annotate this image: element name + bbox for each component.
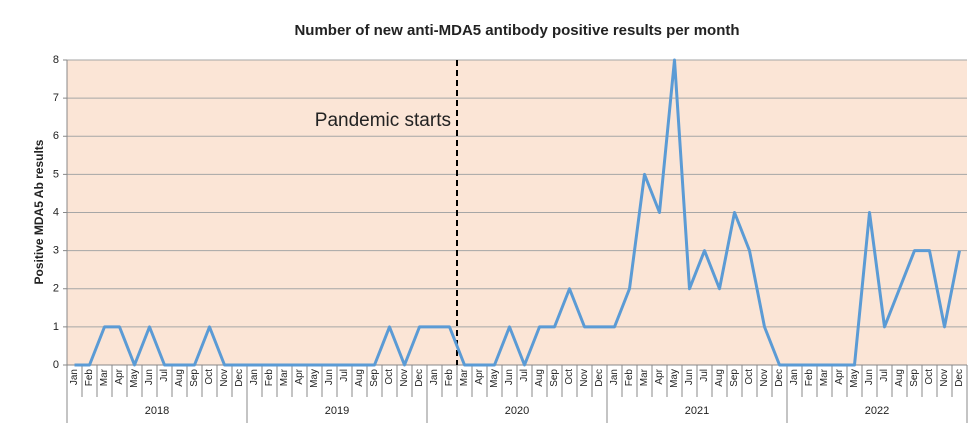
x-tick-label: Jul — [519, 369, 530, 382]
y-tick-label: 4 — [53, 206, 59, 218]
x-tick-label: Dec — [594, 369, 605, 387]
x-tick-label: Oct — [204, 369, 215, 385]
x-tick-label: Jun — [504, 369, 515, 385]
x-tick-label: Oct — [924, 369, 935, 385]
y-tick-label: 1 — [53, 321, 59, 333]
x-tick-label: Apr — [834, 368, 845, 384]
x-tick-label: Feb — [624, 369, 635, 387]
x-tick-label: Dec — [774, 369, 785, 387]
x-tick-label: Dec — [414, 369, 425, 387]
x-tick-label: Nov — [399, 369, 410, 387]
x-tick-label: Oct — [564, 369, 575, 385]
x-tick-label: Feb — [84, 369, 95, 387]
x-tick-label: May — [669, 369, 680, 388]
x-tick-label: Dec — [234, 369, 245, 387]
x-tick-label: Mar — [819, 368, 830, 386]
x-tick-label: Sep — [549, 369, 560, 387]
y-tick-label: 6 — [53, 130, 59, 142]
annotation: Pandemic starts — [315, 110, 451, 131]
x-tick-label: May — [489, 369, 500, 388]
y-tick-label: 5 — [53, 168, 59, 180]
year-label: 2018 — [145, 405, 169, 417]
y-tick-label: 7 — [53, 92, 59, 104]
x-tick-label: Mar — [639, 368, 650, 386]
x-tick-label: Aug — [174, 369, 185, 387]
year-label: 2021 — [685, 405, 709, 417]
x-tick-label: Mar — [279, 368, 290, 386]
chart-title: Number of new anti-MDA5 antibody positiv… — [294, 22, 739, 39]
x-tick-label: Jun — [684, 369, 695, 385]
x-tick-label: Aug — [534, 369, 545, 387]
x-tick-label: Jul — [879, 369, 890, 382]
x-tick-label: May — [849, 369, 860, 388]
x-tick-label: Jul — [339, 369, 350, 382]
x-tick-label: Apr — [114, 368, 125, 384]
x-tick-label: Apr — [654, 368, 665, 384]
x-tick-label: Oct — [744, 369, 755, 385]
x-tick-label: Feb — [264, 369, 275, 387]
x-tick-label: Jan — [249, 369, 260, 385]
y-axis-label: Positive MDA5 Ab results — [32, 139, 46, 284]
x-tick-label: Aug — [714, 369, 725, 387]
x-tick-label: Jun — [144, 369, 155, 385]
x-tick-label: Jan — [789, 369, 800, 385]
x-tick-label: Mar — [99, 368, 110, 386]
x-tick-label: Jun — [864, 369, 875, 385]
x-tick-label: Aug — [894, 369, 905, 387]
year-label: 2020 — [505, 405, 529, 417]
year-label: 2019 — [325, 405, 349, 417]
x-tick-label: Aug — [354, 369, 365, 387]
x-tick-label: Sep — [909, 369, 920, 387]
x-tick-label: Jul — [159, 369, 170, 382]
x-tick-label: Apr — [294, 368, 305, 384]
x-tick-label: Feb — [804, 369, 815, 387]
x-tick-label: Apr — [474, 368, 485, 384]
x-tick-label: May — [129, 369, 140, 388]
y-tick-label: 2 — [53, 283, 59, 295]
x-tick-label: Nov — [219, 369, 230, 387]
x-tick-label: Sep — [369, 369, 380, 387]
x-tick-label: Jun — [324, 369, 335, 385]
y-tick-label: 8 — [53, 54, 59, 66]
x-tick-label: Jan — [609, 369, 620, 385]
y-tick-label: 0 — [53, 359, 59, 371]
x-tick-label: Sep — [189, 369, 200, 387]
x-tick-label: May — [309, 369, 320, 388]
x-tick-label: Jan — [429, 369, 440, 385]
x-tick-label: Nov — [759, 369, 770, 387]
year-label: 2022 — [865, 405, 889, 417]
x-tick-label: Mar — [459, 368, 470, 386]
x-tick-label: Dec — [954, 369, 965, 387]
x-tick-label: Nov — [579, 369, 590, 387]
x-tick-label: Feb — [444, 369, 455, 387]
y-tick-label: 3 — [53, 245, 59, 257]
x-tick-label: Nov — [939, 369, 950, 387]
x-tick-label: Sep — [729, 369, 740, 387]
data-line — [74, 58, 961, 367]
x-tick-label: Jul — [699, 369, 710, 382]
x-tick-label: Jan — [69, 369, 80, 385]
x-tick-label: Oct — [384, 369, 395, 385]
